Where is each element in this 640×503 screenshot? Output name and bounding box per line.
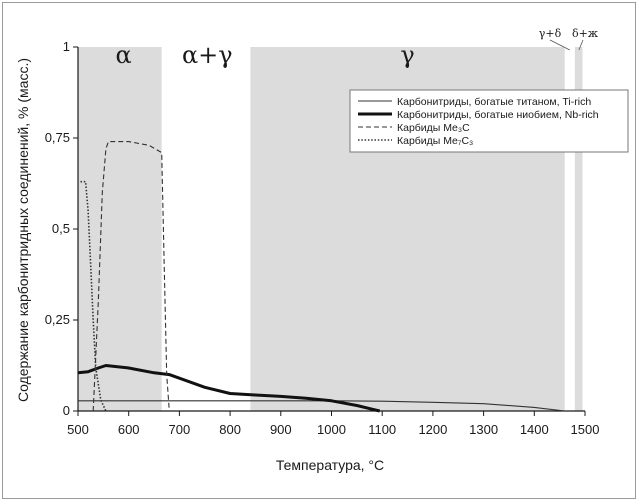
phase-label-gamma: γ	[400, 41, 414, 69]
x-tick-label: 1000	[317, 422, 346, 437]
pointer-gamma-delta	[549, 39, 570, 51]
legend-label-nb-rich: Карбонитриды, богатые ниобием, Nb-rich	[397, 109, 599, 121]
legend-label-me3c: Карбиды Me₃C	[397, 122, 470, 134]
x-tick-label: 1400	[520, 422, 549, 437]
legend-label-me7c3: Карбиды Me₇C₃	[397, 135, 473, 147]
x-tick-label: 1200	[418, 422, 447, 437]
y-tick-label: 1	[63, 39, 70, 54]
x-tick-label: 1500	[571, 422, 600, 437]
y-tick-label: 0	[63, 403, 70, 418]
phase-label-delta-liquid: δ+ж	[572, 27, 598, 40]
x-tick-label: 800	[219, 422, 241, 437]
x-tick-label: 600	[118, 422, 140, 437]
x-tick-label: 500	[67, 422, 89, 437]
series-line-nb-rich	[77, 364, 381, 413]
x-ticks: 500 600 700 800 900 1000 1100 1200 1300 1400 1500	[67, 411, 599, 437]
phase-regions: α α+γ γ γ+δ δ+ж	[78, 27, 598, 411]
pointer-delta-liquid	[578, 39, 584, 51]
y-tick-label: 0,25	[45, 312, 70, 327]
legend-items: Карбонитриды, богатые титаном, Ti-richКа…	[358, 96, 599, 147]
phase-label-gamma-delta: γ+δ	[539, 27, 562, 40]
series-line-me3c	[92, 141, 170, 412]
phase-region-delta-liquid	[574, 47, 583, 411]
legend-box	[349, 89, 629, 153]
x-tick-label: 1300	[469, 422, 498, 437]
series-line-me7c3	[80, 180, 107, 412]
series-lines	[77, 141, 565, 413]
x-tick-label: 900	[270, 422, 292, 437]
x-tick-label: 1100	[368, 422, 396, 437]
y-ticks: 0 0,25 0,5 0,75 1	[45, 39, 78, 418]
y-tick-label: 0,75	[45, 130, 70, 145]
x-tick-label: 700	[169, 422, 191, 437]
legend: Карбонитриды, богатые титаном, Ti-richКа…	[349, 89, 629, 153]
phase-label-alpha: α	[116, 41, 132, 69]
legend-label-ti-rich: Карбонитриды, богатые титаном, Ti-rich	[397, 96, 591, 108]
x-axis-title: Температура, °C	[276, 457, 384, 473]
y-tick-label: 0,5	[52, 221, 70, 236]
phase-region-alpha	[78, 47, 162, 411]
y-axis-title: Содержание карбонитридных соединений, % …	[15, 58, 31, 402]
phase-label-alpha-gamma: α+γ	[182, 41, 233, 69]
